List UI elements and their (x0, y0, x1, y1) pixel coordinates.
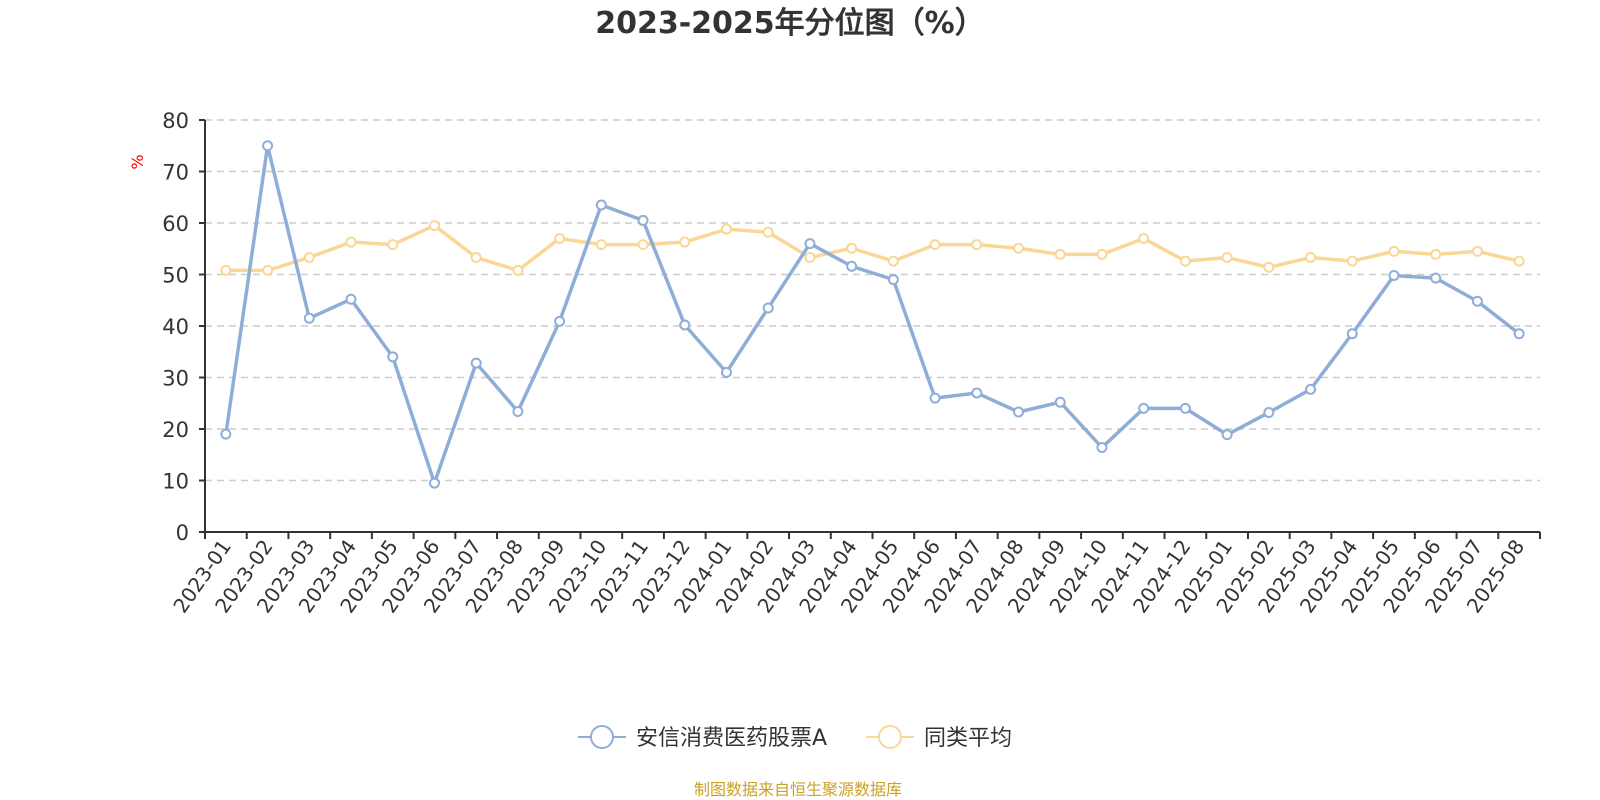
legend-item-series-2[interactable]: 同类平均 (866, 725, 1012, 751)
data-point[interactable] (554, 232, 566, 244)
data-point[interactable] (220, 428, 232, 440)
series-line-1 (224, 144, 1521, 485)
data-point[interactable] (846, 242, 858, 254)
data-point[interactable] (720, 366, 732, 378)
data-point[interactable] (387, 351, 399, 363)
data-point[interactable] (262, 264, 274, 276)
data-point[interactable] (1471, 295, 1483, 307)
data-point[interactable] (720, 223, 732, 235)
data-point[interactable] (1138, 232, 1150, 244)
data-point[interactable] (512, 405, 524, 417)
data-point[interactable] (303, 312, 315, 324)
y-tick-label: 0 (176, 521, 189, 545)
data-point[interactable] (1179, 402, 1191, 414)
data-point[interactable] (846, 260, 858, 272)
data-point[interactable] (303, 252, 315, 264)
y-tick-label: 10 (162, 470, 189, 494)
data-point[interactable] (428, 220, 440, 232)
legend-label-series-2: 同类平均 (924, 726, 1012, 751)
data-point[interactable] (804, 252, 816, 264)
series-2 (220, 220, 1525, 276)
data-point[interactable] (554, 315, 566, 327)
axes: 010203040506070802023-012023-022023-0320… (162, 109, 1541, 617)
data-point[interactable] (1013, 406, 1025, 418)
data-point[interactable] (1513, 255, 1525, 267)
data-point[interactable] (1388, 270, 1400, 282)
data-point[interactable] (1221, 252, 1233, 264)
data-point[interactable] (470, 357, 482, 369)
y-tick-label: 80 (162, 109, 189, 133)
data-point[interactable] (971, 239, 983, 251)
data-point[interactable] (220, 264, 232, 276)
legend-label-series-1: 安信消费医药股票A (636, 726, 827, 751)
data-point[interactable] (1471, 245, 1483, 257)
data-point[interactable] (1305, 383, 1317, 395)
legend-marker-series-2 (878, 725, 902, 749)
series-line-2 (225, 223, 1520, 273)
y-tick-label: 70 (162, 161, 189, 185)
data-point[interactable] (1096, 248, 1108, 260)
data-point[interactable] (1263, 407, 1275, 419)
y-tick-label: 60 (162, 212, 189, 236)
data-point[interactable] (679, 236, 691, 248)
data-point[interactable] (262, 140, 274, 152)
y-axis-label: % (128, 154, 147, 169)
data-point[interactable] (762, 226, 774, 238)
data-point[interactable] (1013, 242, 1025, 254)
data-point[interactable] (679, 319, 691, 331)
legend: 安信消费医药股票A 同类平均 (578, 725, 1012, 751)
data-point[interactable] (387, 239, 399, 251)
series-lines (220, 140, 1525, 489)
y-tick-label: 50 (162, 264, 189, 288)
data-point[interactable] (887, 274, 899, 286)
data-point[interactable] (470, 252, 482, 264)
y-tick-label: 30 (162, 367, 189, 391)
data-point[interactable] (595, 199, 607, 211)
data-point[interactable] (345, 293, 357, 305)
data-point[interactable] (1430, 248, 1442, 260)
data-point[interactable] (637, 214, 649, 226)
chart-title: 2023-2025年分位图（%） (595, 6, 985, 41)
data-point[interactable] (1096, 442, 1108, 454)
data-point[interactable] (1388, 245, 1400, 257)
gridlines (205, 119, 1540, 482)
source-note: 制图数据来自恒生聚源数据库 (694, 780, 902, 799)
data-point[interactable] (762, 302, 774, 314)
data-point[interactable] (1346, 255, 1358, 267)
data-point[interactable] (1430, 272, 1442, 284)
data-point[interactable] (637, 239, 649, 251)
legend-marker-series-1 (590, 725, 614, 749)
legend-item-series-1[interactable]: 安信消费医药股票A (578, 725, 827, 751)
y-tick-label: 40 (162, 315, 189, 339)
data-point[interactable] (1263, 261, 1275, 273)
data-point[interactable] (1179, 255, 1191, 267)
data-point[interactable] (345, 236, 357, 248)
data-point[interactable] (804, 238, 816, 250)
data-point[interactable] (512, 264, 524, 276)
data-point[interactable] (1513, 328, 1525, 340)
data-point[interactable] (887, 255, 899, 267)
data-point[interactable] (595, 239, 607, 251)
data-point[interactable] (1221, 429, 1233, 441)
y-tick-label: 20 (162, 418, 189, 442)
data-point[interactable] (1346, 328, 1358, 340)
data-point[interactable] (1054, 248, 1066, 260)
data-point[interactable] (929, 392, 941, 404)
data-point[interactable] (971, 387, 983, 399)
data-point[interactable] (1305, 252, 1317, 264)
data-point[interactable] (1054, 396, 1066, 408)
data-point[interactable] (1138, 402, 1150, 414)
series-1 (220, 140, 1525, 489)
data-point[interactable] (929, 239, 941, 251)
data-point[interactable] (428, 477, 440, 489)
